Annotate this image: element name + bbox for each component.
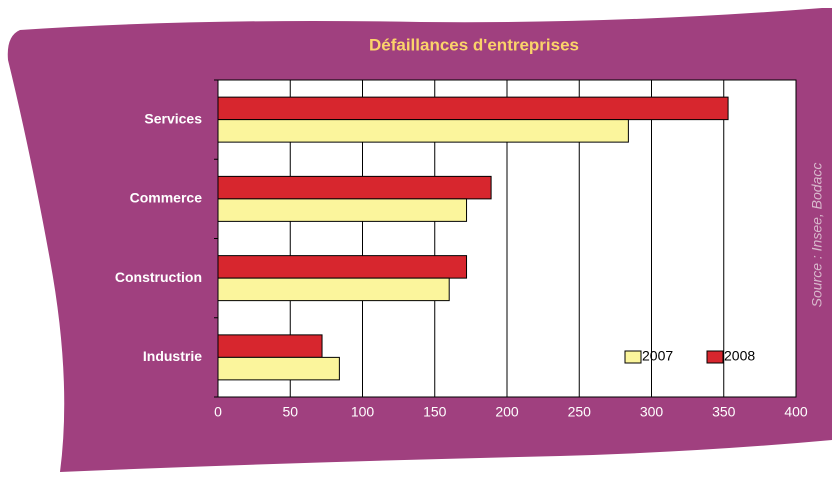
x-tick-label: 350 <box>712 404 736 420</box>
chart-title: Défaillances d'entreprises <box>369 35 579 54</box>
legend-swatch <box>624 350 642 364</box>
y-tick-label: Construction <box>115 269 202 285</box>
bar <box>217 198 468 222</box>
y-tick-label: Industrie <box>143 348 202 364</box>
bar <box>217 175 492 200</box>
x-tick-label: 0 <box>214 404 222 420</box>
x-tick-label: 400 <box>784 404 808 420</box>
x-tick-label: 150 <box>423 404 447 420</box>
source: Source : Insee, Bodacc <box>809 163 825 308</box>
legend-label: 2007 <box>642 348 673 364</box>
x-tick-label: 300 <box>640 404 664 420</box>
legend-label: 2008 <box>724 348 755 364</box>
x-tick-label: 250 <box>568 404 592 420</box>
bar <box>217 96 729 121</box>
x-tick-label: 200 <box>495 404 519 420</box>
legend-swatch <box>706 350 724 364</box>
bar <box>217 356 340 381</box>
bar <box>217 119 629 143</box>
bar <box>217 255 468 279</box>
x-tick-label: 50 <box>282 404 298 420</box>
y-tick-label: Commerce <box>130 190 203 206</box>
y-tick-label: Services <box>144 110 202 126</box>
bar <box>217 334 323 358</box>
bar <box>217 277 450 302</box>
x-tick-label: 100 <box>351 404 375 420</box>
